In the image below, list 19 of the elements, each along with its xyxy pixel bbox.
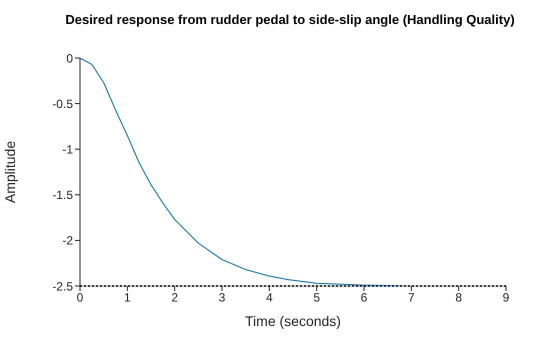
x-tick-label: 7: [408, 290, 415, 305]
x-tick-label: 2: [171, 290, 178, 305]
x-tick-label: 1: [124, 290, 131, 305]
x-tick-label: 5: [313, 290, 320, 305]
x-tick-label: 4: [266, 290, 273, 305]
x-tick-label: 9: [502, 290, 510, 305]
y-tick-label: -1.5: [52, 188, 74, 202]
y-axis-title: Amplitude: [2, 140, 18, 204]
x-tick-label: 8: [455, 290, 462, 305]
y-tick-label: -2: [62, 234, 74, 248]
x-tick-label: 0: [76, 290, 84, 305]
x-tick-label: 6: [360, 290, 368, 305]
x-tick-label: 3: [218, 290, 226, 305]
y-tick-label: -2.5: [52, 279, 74, 294]
chart-title: Desired response from rudder pedal to side-slip angle (Handling Quality): [64, 12, 516, 27]
y-tick-label: -1: [62, 142, 74, 156]
y-tick-label: -0.5: [52, 96, 74, 111]
y-tick-label: 0: [66, 51, 74, 66]
x-axis-title: Time (seconds): [245, 313, 341, 329]
